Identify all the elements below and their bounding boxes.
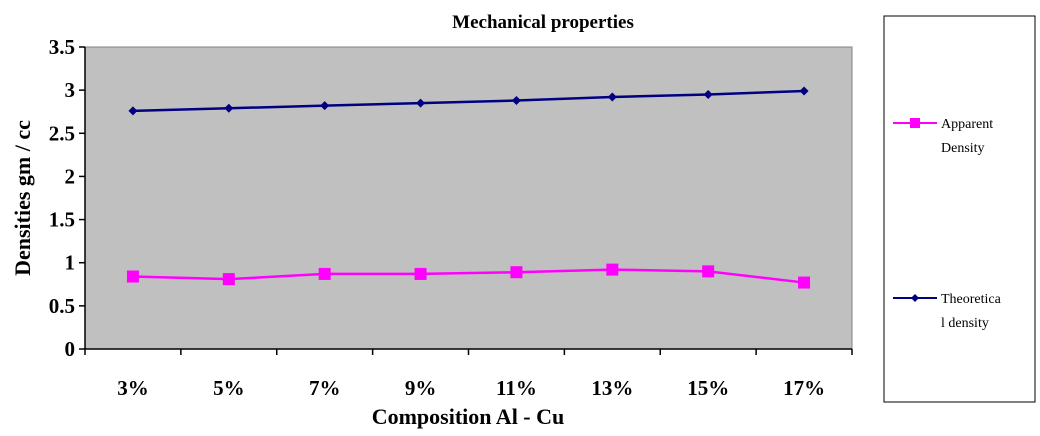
legend-label-1: Density [941,141,985,156]
data-point [702,265,715,278]
legend-label-2: l density [941,316,989,331]
series-line-1 [132,268,805,284]
chart-title: Mechanical properties [452,12,634,33]
data-point [224,103,234,113]
y-tick-label: 0 [65,337,76,361]
x-tick-label: 13% [591,376,633,400]
legend-label-1: Apparent [941,117,993,132]
series-line-2 [132,89,805,113]
x-tick-label: 7% [309,376,341,400]
legend: Apparent Density Theoretica l density [893,117,1002,331]
legend-box [883,15,1036,403]
x-tick-label: 9% [405,376,437,400]
y-tick-label: 2.5 [49,121,75,145]
x-tick-label: 17% [783,376,825,400]
legend-label-2: Theoretica [941,292,1002,307]
data-point [798,276,811,289]
data-point [320,101,330,111]
series-layer [126,86,811,289]
y-tick-label: 2 [65,164,76,188]
data-point [510,266,523,279]
x-tick-label: 3% [117,376,149,400]
x-tick-label: 11% [496,376,537,400]
data-point [703,89,713,99]
y-tick-label: 3 [65,78,76,102]
data-point [606,263,619,276]
data-point [414,267,427,280]
data-point [318,267,331,280]
legend-marker-1 [910,118,920,128]
legend-marker-2 [911,294,919,302]
x-axis-ticks: 3% 5% 7% 9% 11% 13% 15% 17% [84,349,853,400]
data-point [511,95,521,105]
data-point [607,92,617,102]
data-point [799,86,809,96]
plot-area [84,46,853,350]
data-point [416,98,426,108]
data-point [128,106,138,116]
y-axis-title: Densities gm / cc [10,120,35,276]
y-tick-label: 3.5 [49,35,75,59]
data-point [222,273,235,286]
y-tick-label: 0.5 [49,294,75,318]
y-axis-ticks: 0 0.5 1 1.5 2 2.5 3 3.5 [49,35,85,361]
x-tick-label: 5% [213,376,245,400]
y-tick-label: 1 [65,251,76,275]
y-tick-label: 1.5 [49,208,75,232]
data-point [126,270,139,283]
x-tick-label: 15% [687,376,729,400]
x-axis-title: Composition Al - Cu [372,404,565,429]
